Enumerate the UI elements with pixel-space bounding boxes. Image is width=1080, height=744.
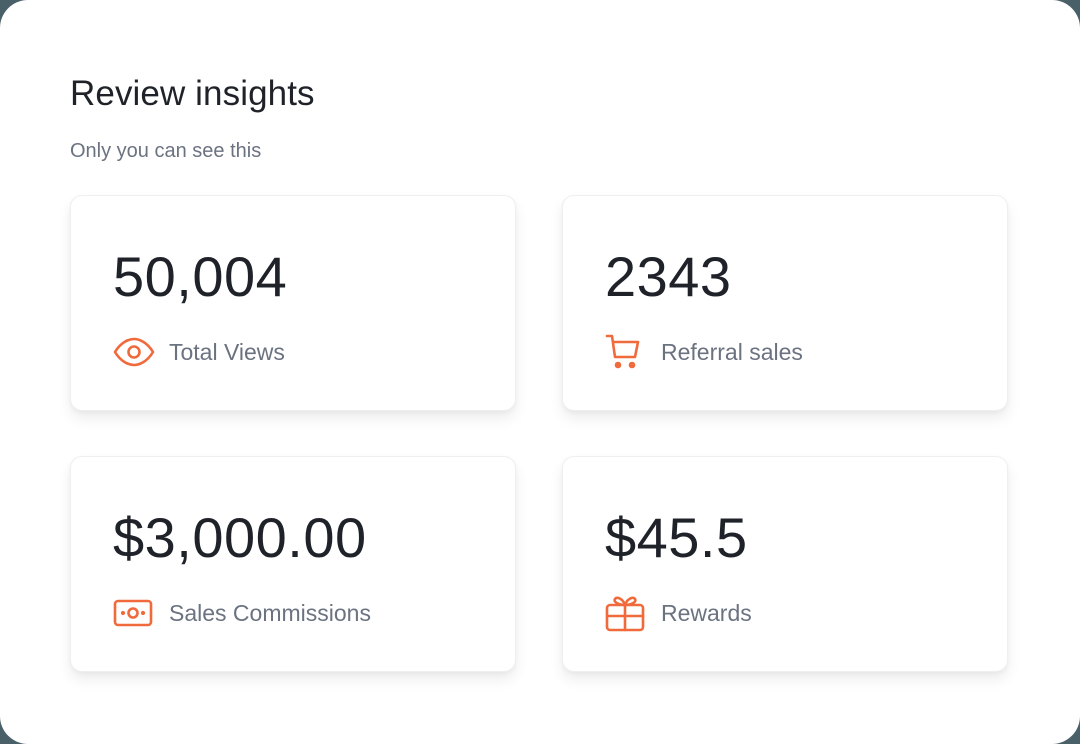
- stat-value: 50,004: [113, 245, 288, 308]
- stat-card-sales-commissions: $3,000.00 Sales Commissions: [70, 456, 516, 672]
- page-title: Review insights: [70, 74, 315, 113]
- shopping-cart-icon: [605, 332, 647, 372]
- stat-value: 2343: [605, 245, 732, 308]
- stat-label-row: Referral sales: [605, 332, 803, 372]
- stat-label: Total Views: [169, 338, 285, 365]
- stat-card-rewards: $45.5 Rewards: [562, 456, 1008, 672]
- stat-card-referral-sales: 2343 Referral sales: [562, 195, 1008, 411]
- stat-value: $3,000.00: [113, 506, 367, 569]
- gift-icon: [605, 593, 647, 633]
- stat-label-row: Total Views: [113, 332, 285, 372]
- stat-label: Rewards: [661, 599, 752, 626]
- stat-card-total-views: 50,004 Total Views: [70, 195, 516, 411]
- stat-label: Referral sales: [661, 338, 803, 365]
- stat-label-row: Sales Commissions: [113, 593, 371, 633]
- stat-value: $45.5: [605, 506, 748, 569]
- stat-label-row: Rewards: [605, 593, 752, 633]
- stat-label: Sales Commissions: [169, 599, 371, 626]
- eye-icon: [113, 332, 155, 372]
- banknote-icon: [113, 593, 155, 633]
- page-subtitle: Only you can see this: [70, 140, 262, 162]
